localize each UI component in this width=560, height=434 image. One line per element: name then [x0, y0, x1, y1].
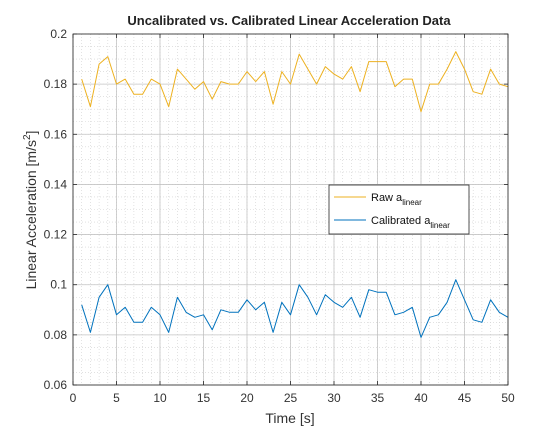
legend-label-raw-main: Raw a — [371, 192, 403, 204]
legend-box — [328, 184, 470, 235]
y-axis-label-superscript: 2 — [22, 134, 33, 140]
y-tick-label: 0.1 — [50, 278, 67, 292]
legend-label-calibrated-main: Calibrated a — [371, 215, 431, 227]
x-tick-label: 10 — [153, 391, 167, 405]
x-axis-label: Time [s] — [265, 410, 314, 426]
series-line-raw — [81, 51, 509, 113]
y-tick-label: 0.18 — [44, 77, 68, 91]
x-tick-label: 0 — [70, 391, 77, 405]
chart-title: Uncalibrated vs. Calibrated Linear Accel… — [127, 13, 451, 28]
y-axis-label-suffix: ] — [23, 131, 39, 135]
series-layer — [81, 51, 509, 338]
x-tick-label: 20 — [240, 391, 254, 405]
y-tick-label: 0.08 — [44, 328, 68, 342]
x-tick-label: 30 — [327, 391, 341, 405]
x-tick-label: 45 — [458, 391, 472, 405]
y-tick-label: 0.14 — [44, 177, 68, 191]
legend-label-calibrated-sub: linear — [430, 221, 450, 230]
y-tick-label: 0.16 — [44, 127, 68, 141]
x-tick-label: 35 — [371, 391, 385, 405]
y-tick-label: 0.2 — [50, 27, 67, 41]
legend-label-calibrated: Calibrated alinear — [371, 215, 450, 230]
legend-label-raw-sub: linear — [402, 198, 422, 207]
x-tick-labels: 0 5 10 15 20 25 30 35 40 45 50 — [70, 391, 515, 405]
legend-label-raw: Raw alinear — [371, 192, 422, 207]
series-line-calibrated — [81, 279, 509, 338]
y-tick-labels: 0.06 0.08 0.1 0.12 0.14 0.16 0.18 0.2 — [44, 27, 68, 392]
x-tick-label: 40 — [414, 391, 428, 405]
y-axis-label: Linear Acceleration [m/s2] — [22, 131, 39, 290]
y-tick-label: 0.06 — [44, 378, 68, 392]
legend: Raw alinear Calibrated alinear — [328, 184, 470, 235]
tick-marks — [72, 33, 509, 386]
x-tick-label: 5 — [113, 391, 120, 405]
y-axis-label-prefix: Linear Acceleration [m/s — [23, 140, 39, 289]
x-tick-label: 50 — [501, 391, 515, 405]
y-tick-label: 0.12 — [44, 228, 68, 242]
x-tick-label: 25 — [284, 391, 298, 405]
x-tick-label: 15 — [197, 391, 211, 405]
